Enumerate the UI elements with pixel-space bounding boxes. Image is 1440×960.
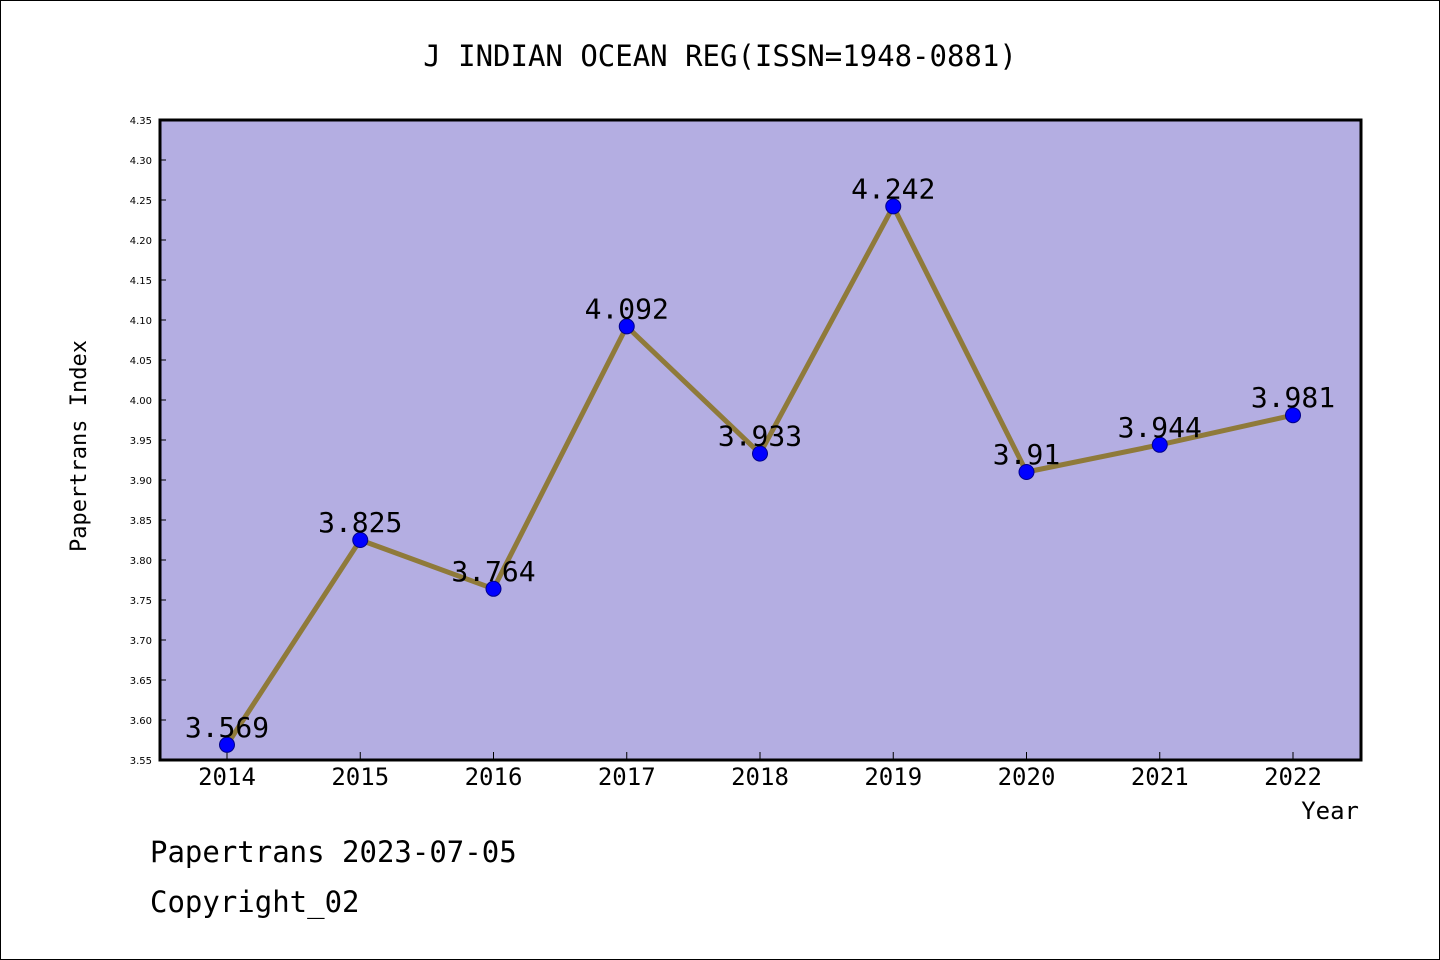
x-axis-label: Year bbox=[1301, 797, 1359, 825]
x-tick-label: 2014 bbox=[198, 763, 256, 791]
data-point bbox=[485, 580, 502, 597]
data-label: 3.981 bbox=[1251, 381, 1335, 414]
data-label: 4.242 bbox=[851, 172, 935, 205]
data-label: 3.933 bbox=[718, 420, 802, 453]
y-tick-label: 4.15 bbox=[130, 276, 152, 287]
footer-date: Papertrans 2023-07-05 bbox=[150, 835, 517, 869]
data-point bbox=[1285, 407, 1301, 424]
data-point bbox=[1018, 464, 1035, 480]
data-point bbox=[752, 445, 768, 462]
x-tick-label: 2021 bbox=[1131, 763, 1189, 791]
data-label: 3.764 bbox=[451, 555, 535, 588]
x-axis: 2014 2015 2016 2017 2018 2019 2020 2021 2022 bbox=[198, 752, 1322, 791]
y-tick-label: 3.65 bbox=[130, 676, 152, 687]
y-tick-label: 4.05 bbox=[130, 356, 152, 367]
data-label: 3.825 bbox=[318, 506, 402, 539]
y-tick-label: 4.30 bbox=[130, 156, 152, 167]
y-tick-label: 3.60 bbox=[130, 716, 152, 727]
data-point bbox=[885, 198, 902, 215]
data-label: 4.092 bbox=[585, 292, 669, 325]
y-axis: 3.55 3.60 3.65 3.70 3.75 3.80 3.85 3.90 3.95 4.00… bbox=[130, 116, 166, 767]
data-label: 3.944 bbox=[1118, 411, 1202, 444]
x-tick-label: 2016 bbox=[465, 763, 523, 791]
y-axis-label: Papertrans Index bbox=[67, 340, 92, 552]
data-label: 3.569 bbox=[185, 711, 269, 744]
y-tick-label: 4.00 bbox=[130, 396, 152, 407]
x-tick-label: 2015 bbox=[331, 763, 389, 791]
x-tick-label: 2020 bbox=[998, 763, 1056, 791]
footer-copyright: Copyright_02 bbox=[150, 885, 360, 919]
data-point bbox=[219, 736, 235, 753]
data-point bbox=[618, 318, 635, 335]
y-tick-label: 3.70 bbox=[130, 636, 152, 647]
y-tick-label: 3.90 bbox=[130, 476, 152, 487]
y-tick-label: 3.55 bbox=[130, 756, 152, 767]
x-tick-label: 2022 bbox=[1264, 763, 1322, 791]
y-tick-label: 4.35 bbox=[130, 116, 152, 127]
data-label: 3.91 bbox=[993, 438, 1060, 471]
series: 3.569 3.825 3.764 4.092 3.933 4.242 3.91 3.944 3… bbox=[185, 172, 1335, 753]
y-tick-label: 3.85 bbox=[130, 516, 152, 527]
chart-title: J INDIAN OCEAN REG(ISSN=1948-0881) bbox=[423, 39, 1017, 73]
y-tick-label: 4.10 bbox=[130, 316, 152, 327]
y-tick-label: 3.80 bbox=[130, 556, 152, 567]
y-tick-label: 3.95 bbox=[130, 436, 152, 447]
x-tick-label: 2017 bbox=[598, 763, 656, 791]
y-tick-label: 4.20 bbox=[130, 236, 152, 247]
y-tick-label: 4.25 bbox=[130, 196, 152, 207]
x-tick-label: 2019 bbox=[864, 763, 922, 791]
data-point bbox=[1151, 436, 1168, 453]
data-point bbox=[352, 532, 369, 548]
x-tick-label: 2018 bbox=[731, 763, 789, 791]
y-tick-label: 3.75 bbox=[130, 596, 152, 607]
